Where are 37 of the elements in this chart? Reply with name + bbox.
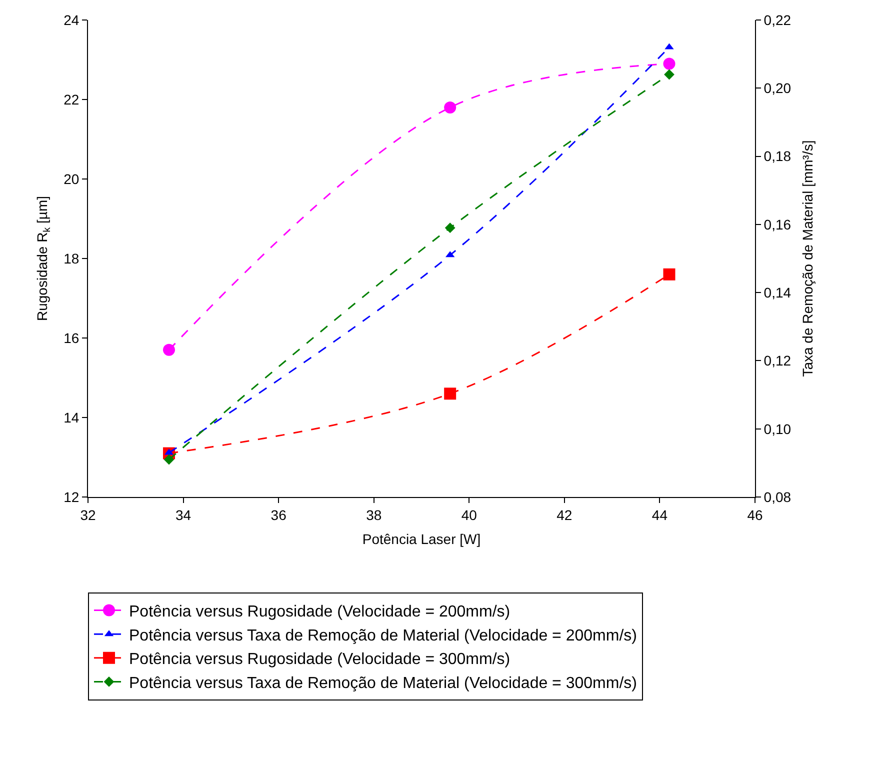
x-tick-label: 38 xyxy=(366,506,382,523)
point xyxy=(164,454,174,465)
y2-tick-label: 0,14 xyxy=(764,284,792,300)
y-tick-label: 12 xyxy=(64,488,80,505)
y-tick-label: 20 xyxy=(64,170,80,187)
point xyxy=(162,344,175,356)
y2-tick-label: 0,20 xyxy=(764,80,792,96)
y-tick-label: 24 xyxy=(64,12,80,28)
x-tick-label: 36 xyxy=(270,506,287,523)
x-tick-label: 46 xyxy=(747,506,763,523)
y-tick-label: 18 xyxy=(64,250,80,266)
point xyxy=(444,101,456,114)
y-tick-label: 22 xyxy=(64,91,80,108)
point xyxy=(663,268,676,280)
y2-axis-title: Taxa de Remoção de Material [mm³/s] xyxy=(800,140,816,377)
y2-tick-label: 0,08 xyxy=(764,488,792,505)
y2-tick-label: 0,12 xyxy=(764,352,792,369)
x-tick-label: 34 xyxy=(176,506,192,523)
y2-tick-label: 0,16 xyxy=(764,216,792,232)
legend-label: Potência versus Taxa de Remoção de Material (Velocidade = 300mm/s) xyxy=(129,674,637,692)
legend-label: Potência versus Rugosidade (Velocidade = 300mm/s) xyxy=(129,651,510,668)
legend-label: Potência versus Rugosidade (Velocidade = 200mm/s) xyxy=(129,604,510,621)
y2-tick-label: 0,22 xyxy=(764,12,792,28)
point xyxy=(444,388,456,400)
point xyxy=(444,222,456,234)
y2-tick-label: 0,18 xyxy=(764,148,792,164)
x-axis-title: Potência Laser [W] xyxy=(362,531,481,548)
point xyxy=(664,69,674,80)
x-tick-label: 40 xyxy=(461,506,478,523)
legend-label: Potência versus Taxa de Remoção de Material (Velocidade = 200mm/s) xyxy=(129,627,637,644)
point xyxy=(663,58,676,70)
x-tick-label: 42 xyxy=(556,506,572,523)
x-tick-label: 44 xyxy=(652,506,668,523)
x-tick-label: 32 xyxy=(80,506,96,523)
y-tick-label: 14 xyxy=(64,409,80,426)
y2-tick-label: 0,10 xyxy=(764,420,792,437)
y-tick-label: 16 xyxy=(64,330,80,346)
